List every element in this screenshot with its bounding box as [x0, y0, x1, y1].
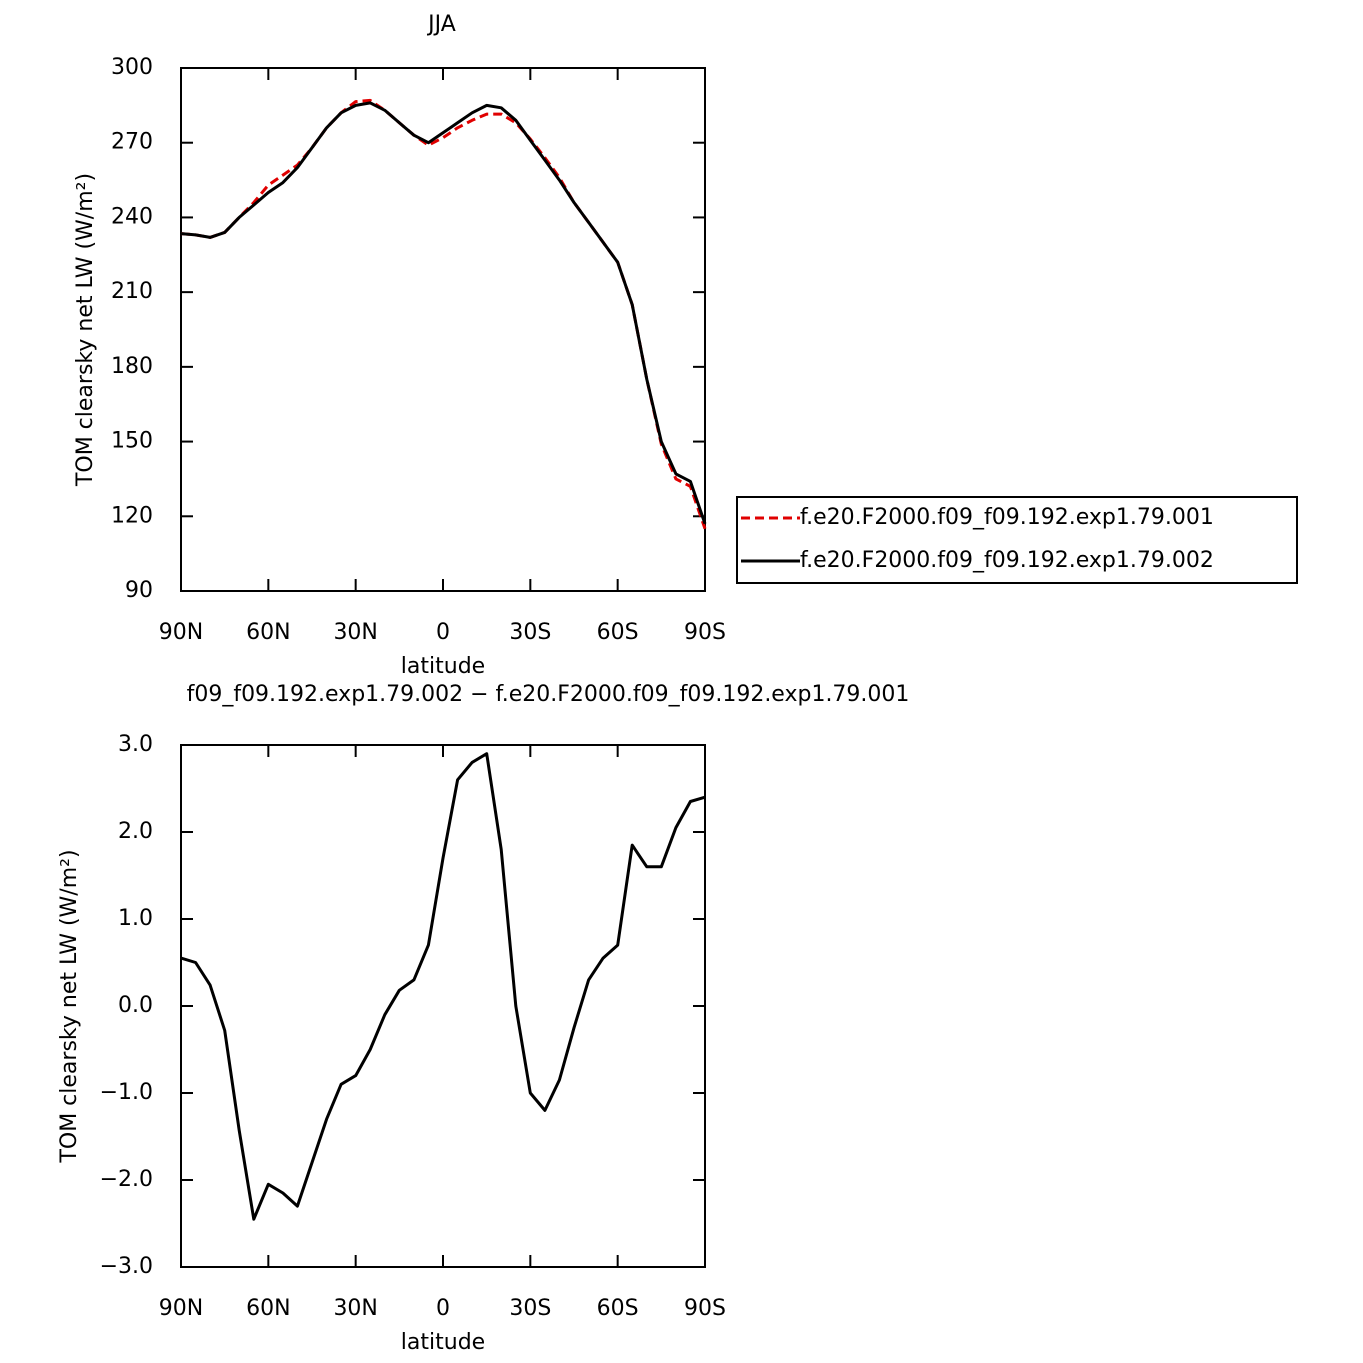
chart-title: JJA — [426, 12, 456, 37]
plot-frame — [180, 744, 706, 1268]
y-tick-label: −3.0 — [100, 1254, 153, 1279]
x-tick-label: 60S — [597, 1296, 639, 1321]
y-tick-label: 120 — [111, 503, 153, 528]
x-tick-label: 60S — [597, 620, 639, 645]
x-tick-label: 60N — [246, 1296, 290, 1321]
x-tick-label: 90S — [684, 1296, 726, 1321]
legend-box — [736, 496, 1298, 584]
legend-label: f.e20.F2000.f09_f09.192.exp1.79.002 — [800, 548, 1214, 573]
x-axis-label: latitude — [401, 654, 485, 679]
data-line — [180, 98, 707, 530]
x-tick-label: 90N — [159, 1296, 203, 1321]
y-tick-label: 0.0 — [118, 993, 153, 1018]
y-axis-label: TOM clearsky net LW (W/m²) — [57, 849, 82, 1163]
data-line — [180, 752, 706, 1221]
legend-label: f.e20.F2000.f09_f09.192.exp1.79.001 — [800, 505, 1214, 530]
y-tick-label: −2.0 — [100, 1167, 153, 1192]
y-tick-label: 270 — [111, 130, 153, 155]
y-tick-label: 3.0 — [118, 732, 153, 757]
x-tick-label: 0 — [436, 620, 450, 645]
x-tick-label: 60N — [246, 620, 290, 645]
x-tick-label: 30S — [509, 620, 551, 645]
y-tick-label: 150 — [111, 429, 153, 454]
chart-title: f09_f09.192.exp1.79.002 − f.e20.F2000.f0… — [187, 682, 910, 707]
x-tick-label: 90S — [684, 620, 726, 645]
x-tick-label: 30S — [509, 1296, 551, 1321]
y-tick-label: 240 — [111, 204, 153, 229]
y-axis-label: TOM clearsky net LW (W/m²) — [73, 173, 98, 487]
x-tick-label: 30N — [333, 620, 377, 645]
plot-frame — [180, 67, 706, 592]
y-tick-label: 90 — [125, 578, 153, 603]
y-tick-label: 180 — [111, 354, 153, 379]
y-tick-label: 1.0 — [118, 906, 153, 931]
y-tick-label: −1.0 — [100, 1080, 153, 1105]
y-tick-label: 300 — [111, 55, 153, 80]
y-tick-label: 2.0 — [118, 819, 153, 844]
data-line — [180, 101, 707, 525]
x-tick-label: 0 — [436, 1296, 450, 1321]
y-tick-label: 210 — [111, 279, 153, 304]
x-tick-label: 30N — [333, 1296, 377, 1321]
x-axis-label: latitude — [401, 1330, 485, 1355]
x-tick-label: 90N — [159, 620, 203, 645]
